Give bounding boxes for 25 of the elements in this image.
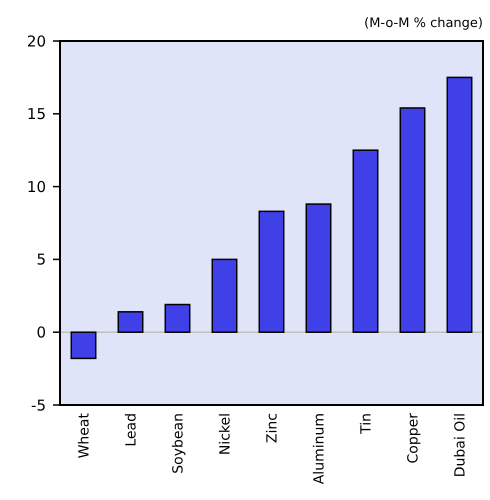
y-tick-label: -5 bbox=[31, 396, 46, 414]
bar bbox=[400, 107, 426, 333]
y-tick-label: 20 bbox=[26, 32, 46, 50]
bar bbox=[70, 331, 96, 360]
bar bbox=[258, 210, 284, 333]
y-tick-label: 10 bbox=[26, 178, 46, 196]
x-tick-label: Copper bbox=[405, 412, 422, 464]
y-tick-label: 0 bbox=[36, 323, 46, 342]
x-tick-label: Nickel bbox=[217, 413, 234, 456]
bar bbox=[306, 203, 332, 333]
x-tick-label: Zinc bbox=[264, 413, 280, 444]
bar bbox=[352, 149, 378, 333]
x-tick-label: Aluminum bbox=[311, 413, 328, 484]
x-tick-label: Tin bbox=[358, 413, 374, 435]
bar bbox=[212, 258, 238, 333]
x-tick-label: Wheat bbox=[76, 412, 92, 458]
bar bbox=[118, 311, 144, 333]
y-tick-label: 15 bbox=[26, 105, 46, 124]
y-tick-label: 5 bbox=[36, 250, 46, 269]
x-tick-label: Soybean bbox=[170, 413, 186, 474]
x-tick-label: Dubai Oil bbox=[452, 413, 468, 478]
text: (M-o-M % change) bbox=[364, 16, 483, 31]
bar bbox=[164, 304, 190, 333]
x-tick-label: Lead bbox=[123, 413, 140, 447]
bar bbox=[446, 76, 472, 333]
